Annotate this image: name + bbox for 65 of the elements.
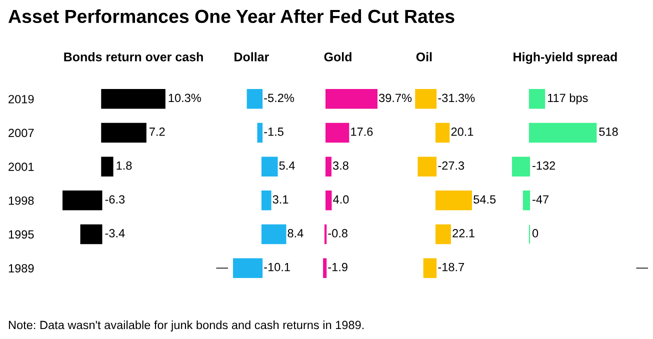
- data-label: -6.3: [105, 195, 125, 204]
- data-label: 39.7%: [378, 94, 412, 102]
- bar: [80, 224, 102, 244]
- text: —: [216, 268, 228, 269]
- data-label: 54.5: [474, 195, 496, 204]
- data-label: -5.2%: [264, 94, 294, 102]
- chart-title: Oil: [416, 52, 432, 62]
- bar: [261, 156, 278, 176]
- data-label: 8.4: [288, 229, 304, 238]
- data-label: 7.2: [150, 128, 165, 136]
- chart-title: High-yield spread: [514, 52, 617, 64]
- data-label: -47: [532, 195, 548, 204]
- bar: [62, 190, 102, 210]
- bar: [418, 156, 437, 176]
- y-tick-label: 1998: [8, 196, 34, 205]
- data-label: -10.1: [264, 262, 290, 272]
- bar: [435, 224, 451, 244]
- data-label: 3.1: [272, 195, 288, 204]
- data-label: 0: [532, 229, 538, 238]
- data-label: 4.0: [333, 195, 349, 204]
- bar: [325, 122, 350, 143]
- text: Asset Performances One Year After Fed Cut Rates: [8, 9, 454, 24]
- data-label: 518: [599, 128, 618, 136]
- data-label: 10.3%: [168, 94, 201, 102]
- bar: [257, 122, 263, 143]
- bar: [325, 156, 332, 176]
- y-tick-label: 1995: [8, 230, 34, 239]
- data-label: -1.5: [264, 128, 284, 136]
- data-label: 22.1: [452, 229, 474, 238]
- data-label: 117 bps: [548, 93, 588, 104]
- data-label: -3.4: [105, 229, 125, 238]
- y-tick-label: 2007: [8, 128, 34, 138]
- bar: [323, 258, 327, 278]
- bar: [246, 89, 263, 109]
- bar: [101, 156, 114, 176]
- bar: [261, 224, 286, 244]
- bar: [261, 190, 272, 210]
- data-label: -132: [532, 161, 556, 170]
- data-label: -0.8: [328, 229, 348, 238]
- bar: [423, 258, 437, 278]
- text: —: [636, 268, 648, 269]
- chart-title: Bonds return over cash: [64, 52, 203, 62]
- data-label: -1.9: [328, 262, 348, 272]
- data-label: 20.1: [451, 128, 474, 136]
- bar: [101, 122, 146, 143]
- data-label: -27.3: [438, 161, 464, 170]
- bar: [435, 122, 450, 143]
- data-label: 17.6: [351, 128, 373, 136]
- data-label: -31.3%: [438, 94, 475, 102]
- data-label: 1.8: [116, 161, 132, 170]
- bar: [435, 190, 472, 210]
- data-label: -18.7: [438, 262, 464, 272]
- y-tick-label: 2001: [8, 162, 34, 171]
- chart-title: Gold: [324, 52, 352, 62]
- y-tick-label: 1989: [8, 264, 34, 272]
- y-tick-label: 2019: [8, 94, 34, 104]
- bar: [415, 89, 437, 109]
- data-label: 5.4: [279, 162, 295, 170]
- bar: [325, 89, 378, 109]
- bar: [101, 89, 166, 109]
- chart-title: Dollar: [234, 52, 269, 62]
- bar: [233, 258, 263, 278]
- data-label: 3.8: [332, 161, 348, 170]
- bar: [325, 190, 332, 210]
- text: Note: Data wasn't available for junk bonds and cash returns in 1989.: [8, 320, 364, 332]
